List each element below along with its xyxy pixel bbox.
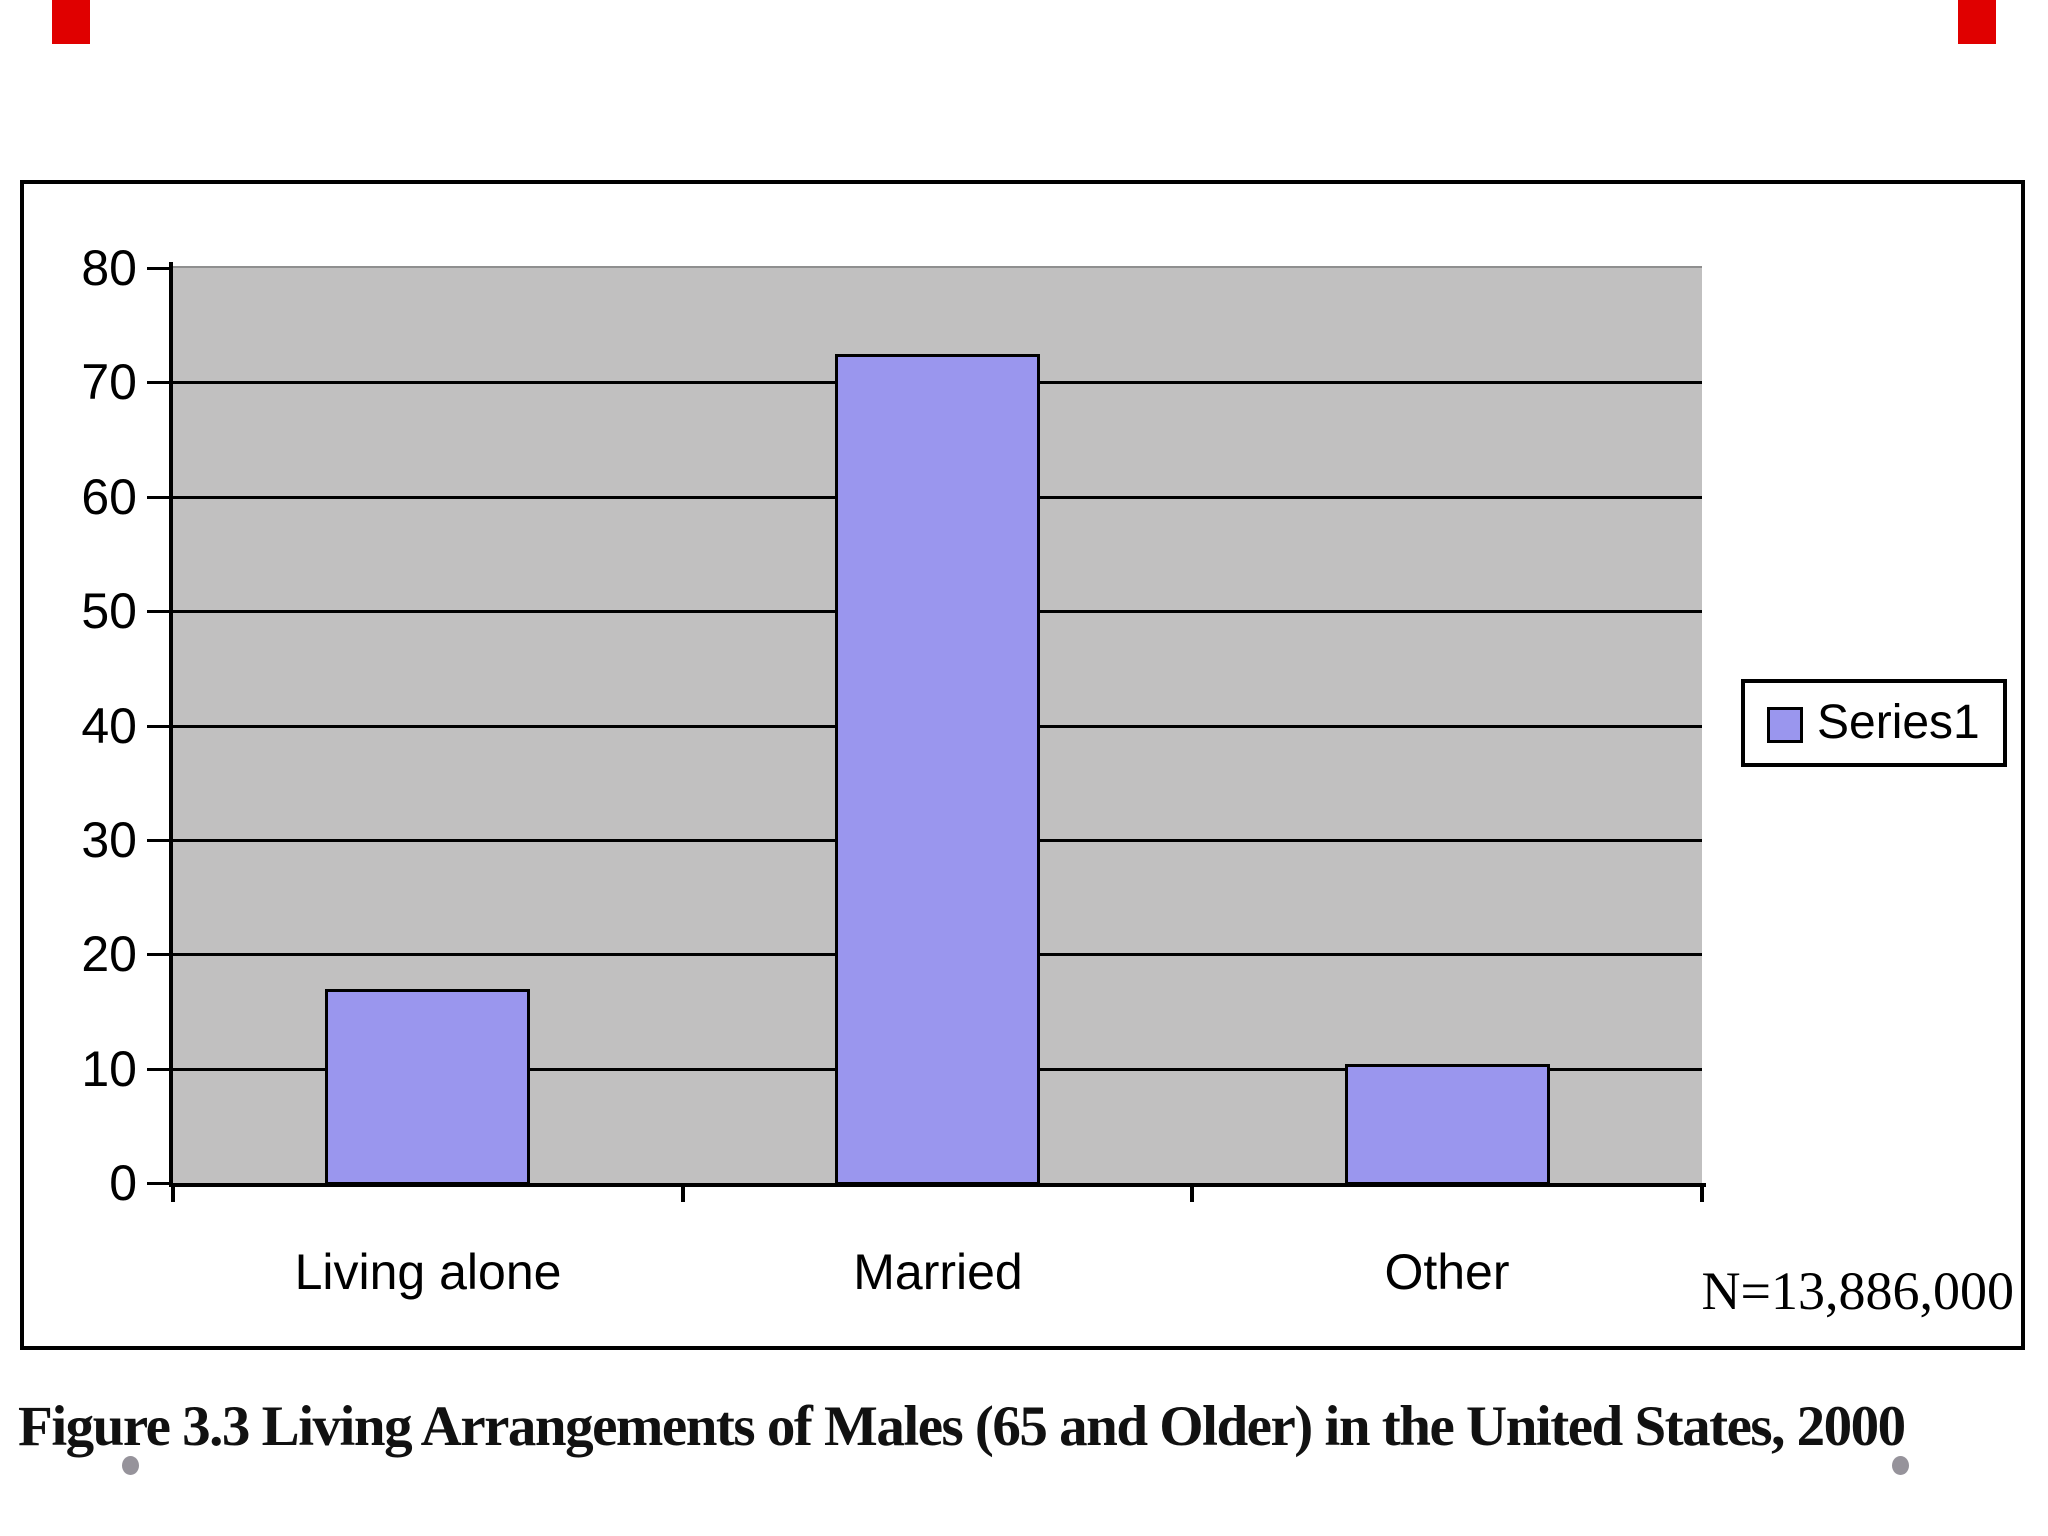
y-tick-mark-80: [147, 267, 171, 270]
bar-other: [1345, 1064, 1550, 1185]
x-tick-mark-1: [681, 1187, 685, 1202]
y-axis-tick-label: 80: [81, 240, 137, 296]
y-tick-mark-20: [147, 953, 171, 956]
x-axis-category-label: Other: [1384, 1244, 1510, 1300]
y-axis-tick-label: 40: [81, 698, 137, 754]
y-tick-mark-30: [147, 839, 171, 842]
y-tick-mark-40: [147, 725, 171, 728]
plot-top-edge: [173, 266, 1702, 268]
bar-living-alone: [325, 989, 530, 1185]
legend: Series1: [1741, 679, 2007, 767]
x-axis-category-label: Living alone: [294, 1244, 562, 1300]
legend-label: Series1: [1817, 696, 1980, 749]
x-tick-mark-0: [171, 1187, 175, 1202]
y-axis-tick-label: 60: [81, 469, 137, 525]
y-axis-line: [169, 262, 173, 1187]
figure-caption: Figure 3.3 Living Arrangements of Males …: [18, 1395, 1906, 1458]
x-axis-line: [169, 1183, 1706, 1187]
x-tick-mark-2: [1190, 1187, 1194, 1202]
red-corner-marker-left: [52, 0, 90, 44]
y-tick-mark-60: [147, 496, 171, 499]
y-axis-tick-label: 70: [81, 354, 137, 410]
y-axis-tick-label: 0: [109, 1155, 137, 1211]
y-tick-mark-50: [147, 610, 171, 613]
y-tick-mark-70: [147, 381, 171, 384]
y-axis-tick-label: 50: [81, 583, 137, 639]
y-axis-tick-label: 10: [81, 1041, 137, 1097]
y-axis-tick-label: 20: [81, 926, 137, 982]
bar-married: [835, 354, 1040, 1185]
y-axis-tick-label: 30: [81, 812, 137, 868]
red-corner-marker-right: [1958, 0, 1996, 44]
sample-size-note: N=13,886,000: [1701, 1261, 2014, 1321]
decorative-dot-right: [1892, 1456, 1909, 1475]
x-axis-category-label: Married: [853, 1244, 1023, 1300]
decorative-dot-left: [122, 1456, 139, 1475]
y-tick-mark-10: [147, 1068, 171, 1071]
legend-swatch-series1: [1767, 707, 1803, 743]
x-tick-mark-3: [1700, 1187, 1704, 1202]
y-tick-mark-0: [147, 1182, 171, 1185]
